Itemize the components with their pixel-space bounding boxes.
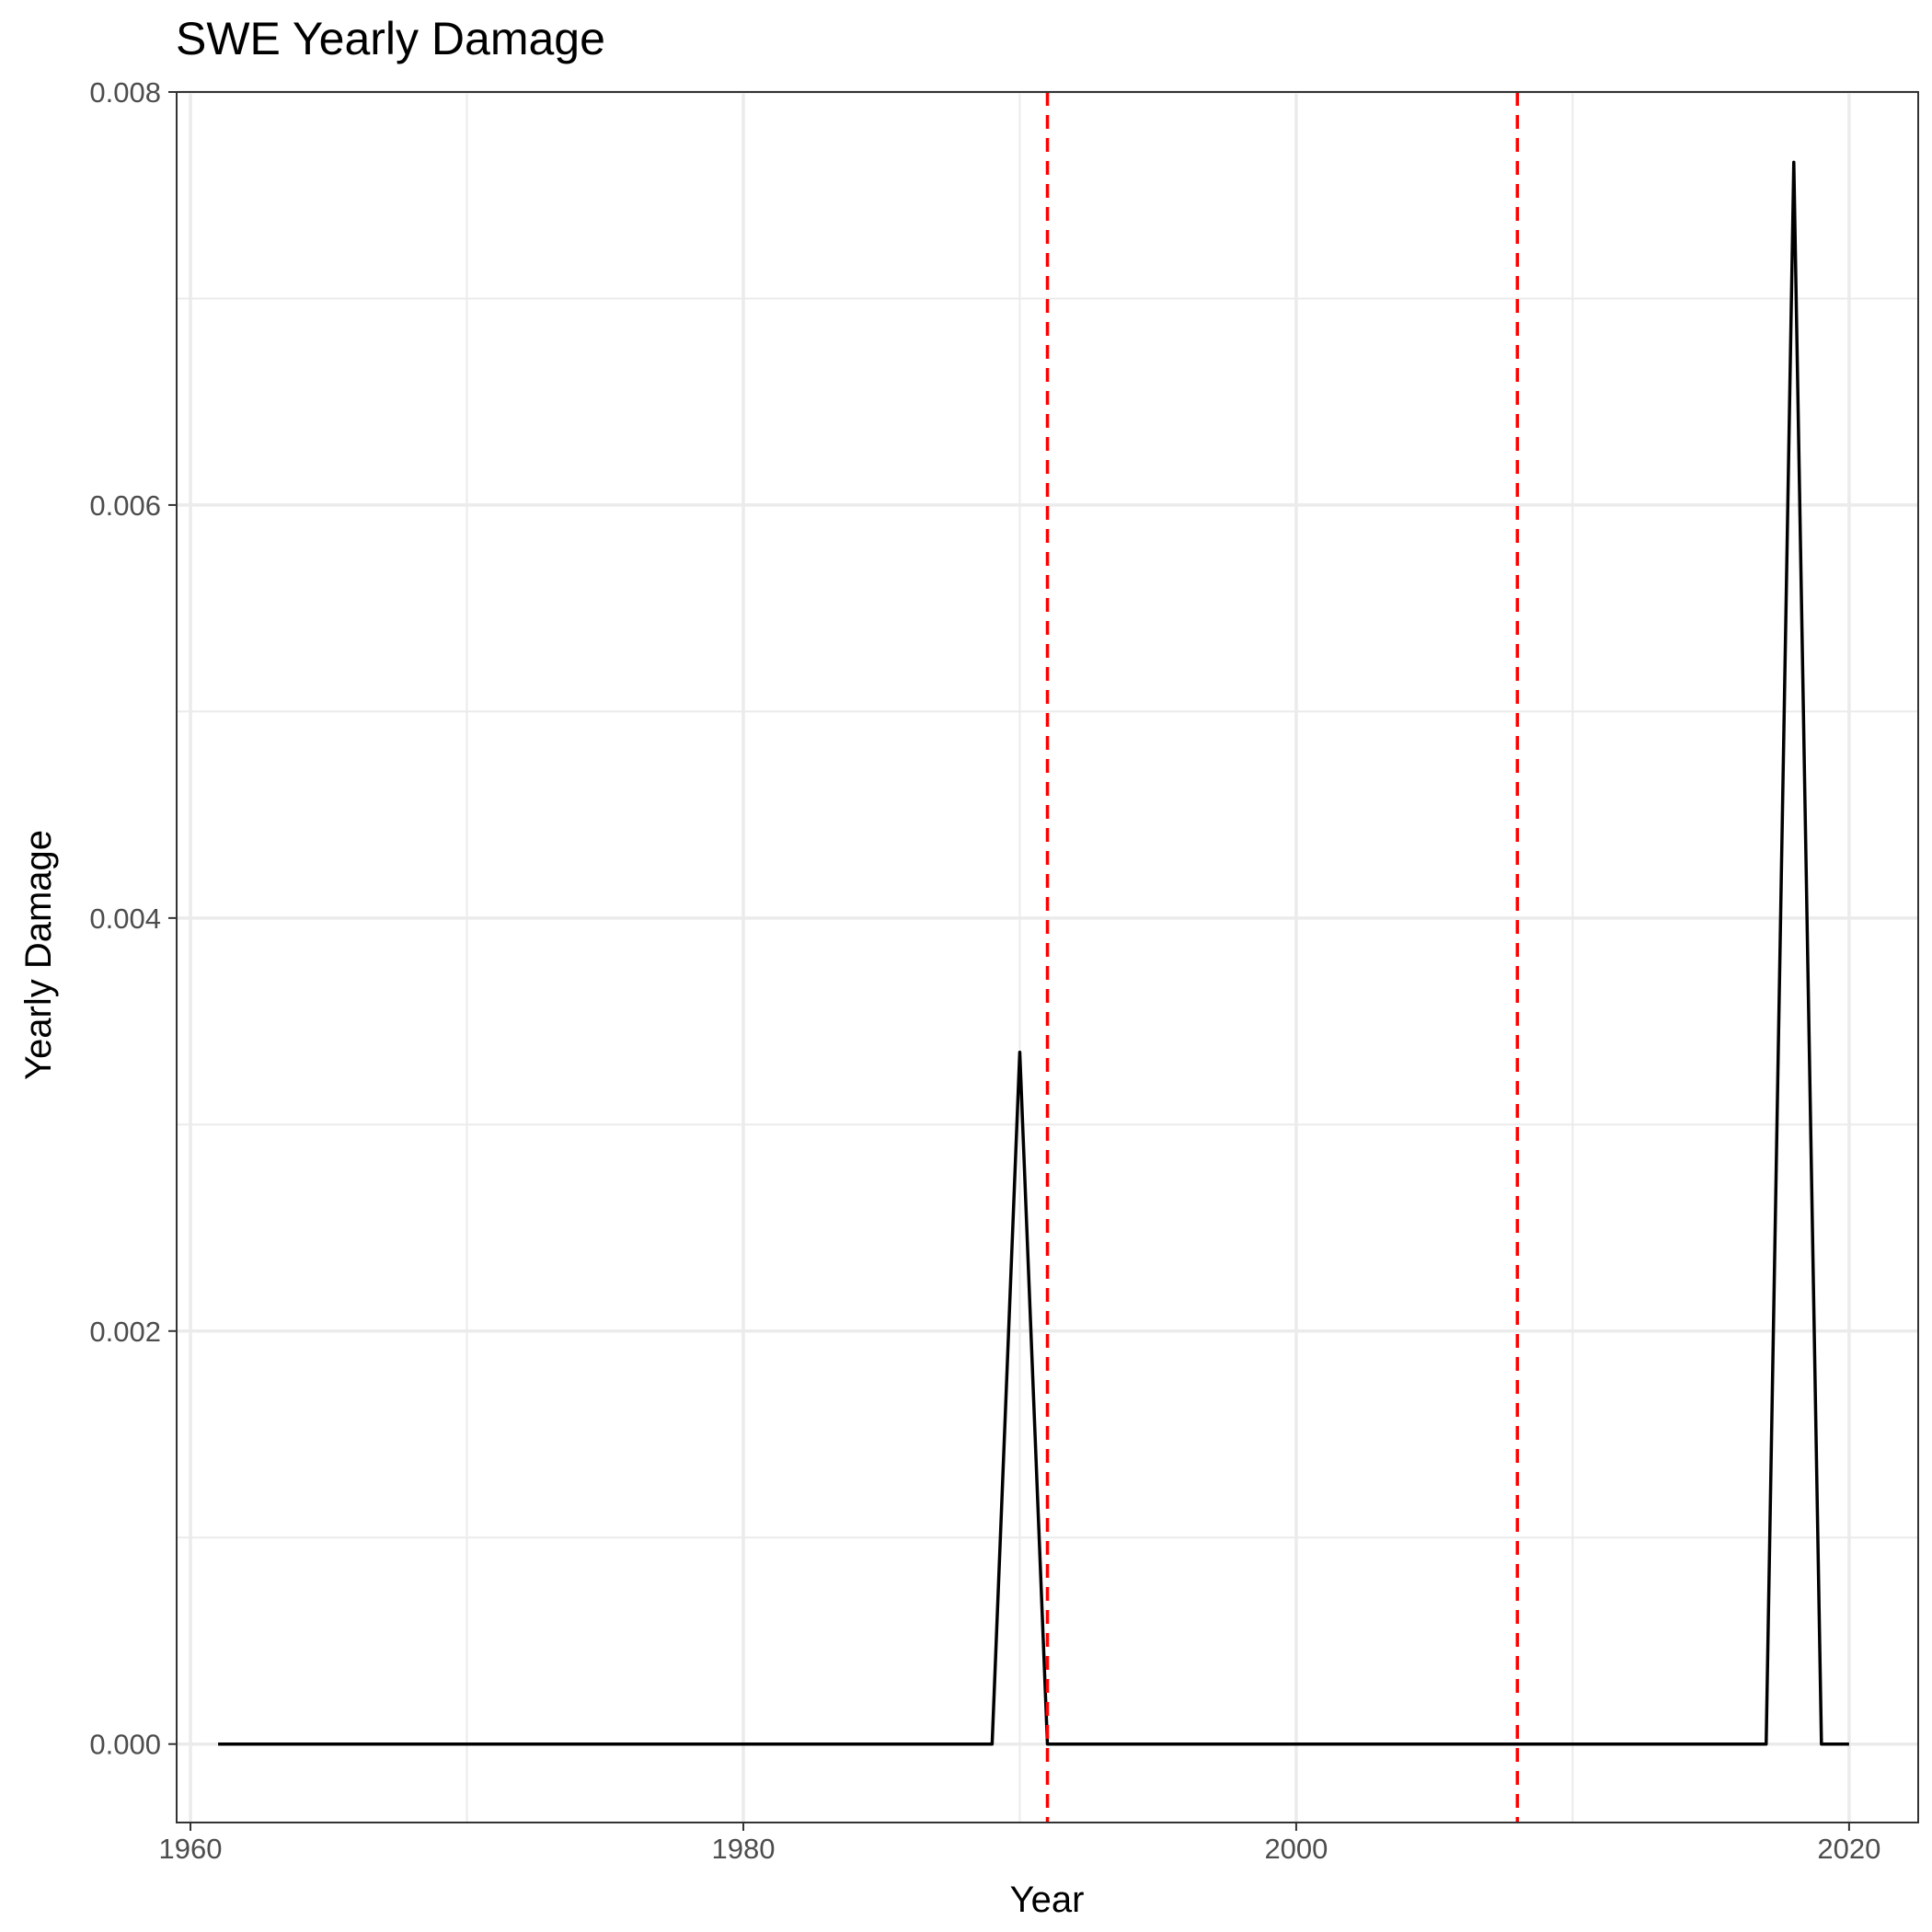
x-tick-label: 2020 [1817, 1833, 1880, 1865]
panel-border [176, 91, 1919, 1823]
chart-title: SWE Yearly Damage [176, 13, 605, 64]
x-tick-label: 2000 [1264, 1833, 1328, 1865]
y-axis-title: Yearly Damage [18, 830, 59, 1080]
y-tick-label: 0.008 [89, 76, 161, 109]
reference-lines [1045, 92, 1520, 1823]
series-line [218, 160, 1849, 1746]
axes: 1960 1980 2000 2020 0.000 0.002 0.004 0.006 0.00… [89, 76, 1880, 1865]
y-tick-label: 0.006 [89, 489, 161, 522]
series-group [218, 160, 1849, 1746]
y-tick-label: 0.004 [89, 903, 161, 935]
x-tick-label: 1980 [711, 1833, 775, 1865]
x-axis-title: Year [1010, 1880, 1085, 1920]
y-tick-label: 0.000 [89, 1729, 161, 1761]
y-tick-label: 0.002 [89, 1316, 161, 1348]
x-tick-label: 1960 [159, 1833, 223, 1865]
